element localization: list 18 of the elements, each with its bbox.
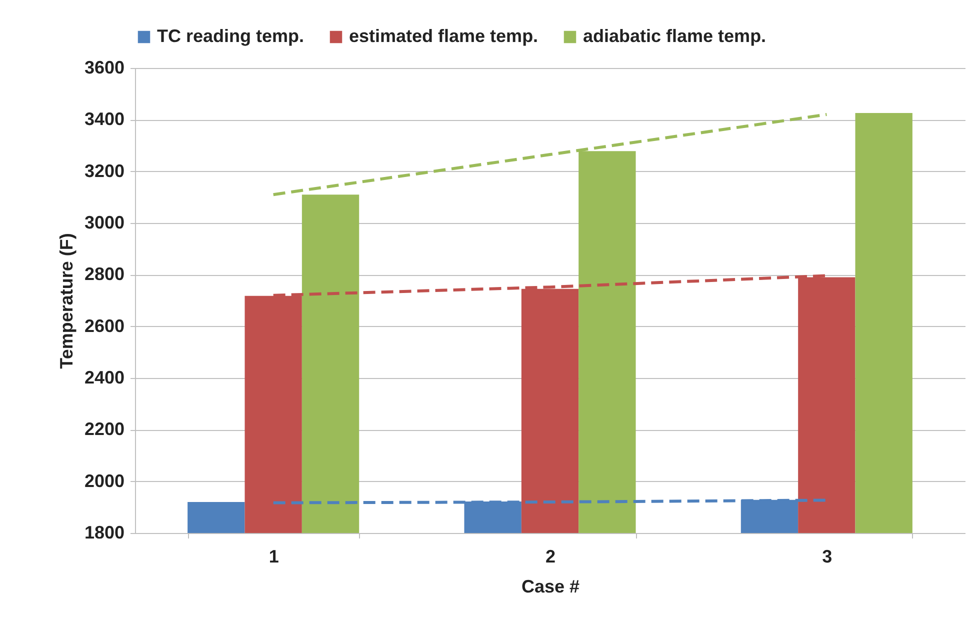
y-tick-label: 2200	[84, 419, 124, 440]
legend-label: estimated flame temp.	[349, 26, 538, 46]
y-tick-label: 2400	[84, 368, 124, 388]
legend-label: adiabatic flame temp.	[583, 26, 766, 46]
y-tick-label: 2800	[84, 264, 124, 284]
y-tick-label: 1800	[84, 522, 124, 542]
x-tick-label: 3	[822, 546, 832, 566]
x-tick-label: 1	[268, 546, 279, 566]
y-tick-label: 3000	[84, 212, 124, 232]
x-tick-label: 2	[545, 546, 556, 566]
y-tick-label: 3600	[84, 58, 124, 78]
y-tick-label: 3200	[84, 160, 124, 181]
y-axis-title: Temperature (F)	[56, 233, 76, 369]
x-axis-title: Case #	[521, 576, 580, 596]
y-tick-label: 3400	[84, 109, 124, 130]
y-tick-label: 2600	[84, 316, 124, 336]
legend-label: TC reading temp.	[157, 26, 304, 46]
y-tick-label: 2000	[84, 470, 124, 491]
